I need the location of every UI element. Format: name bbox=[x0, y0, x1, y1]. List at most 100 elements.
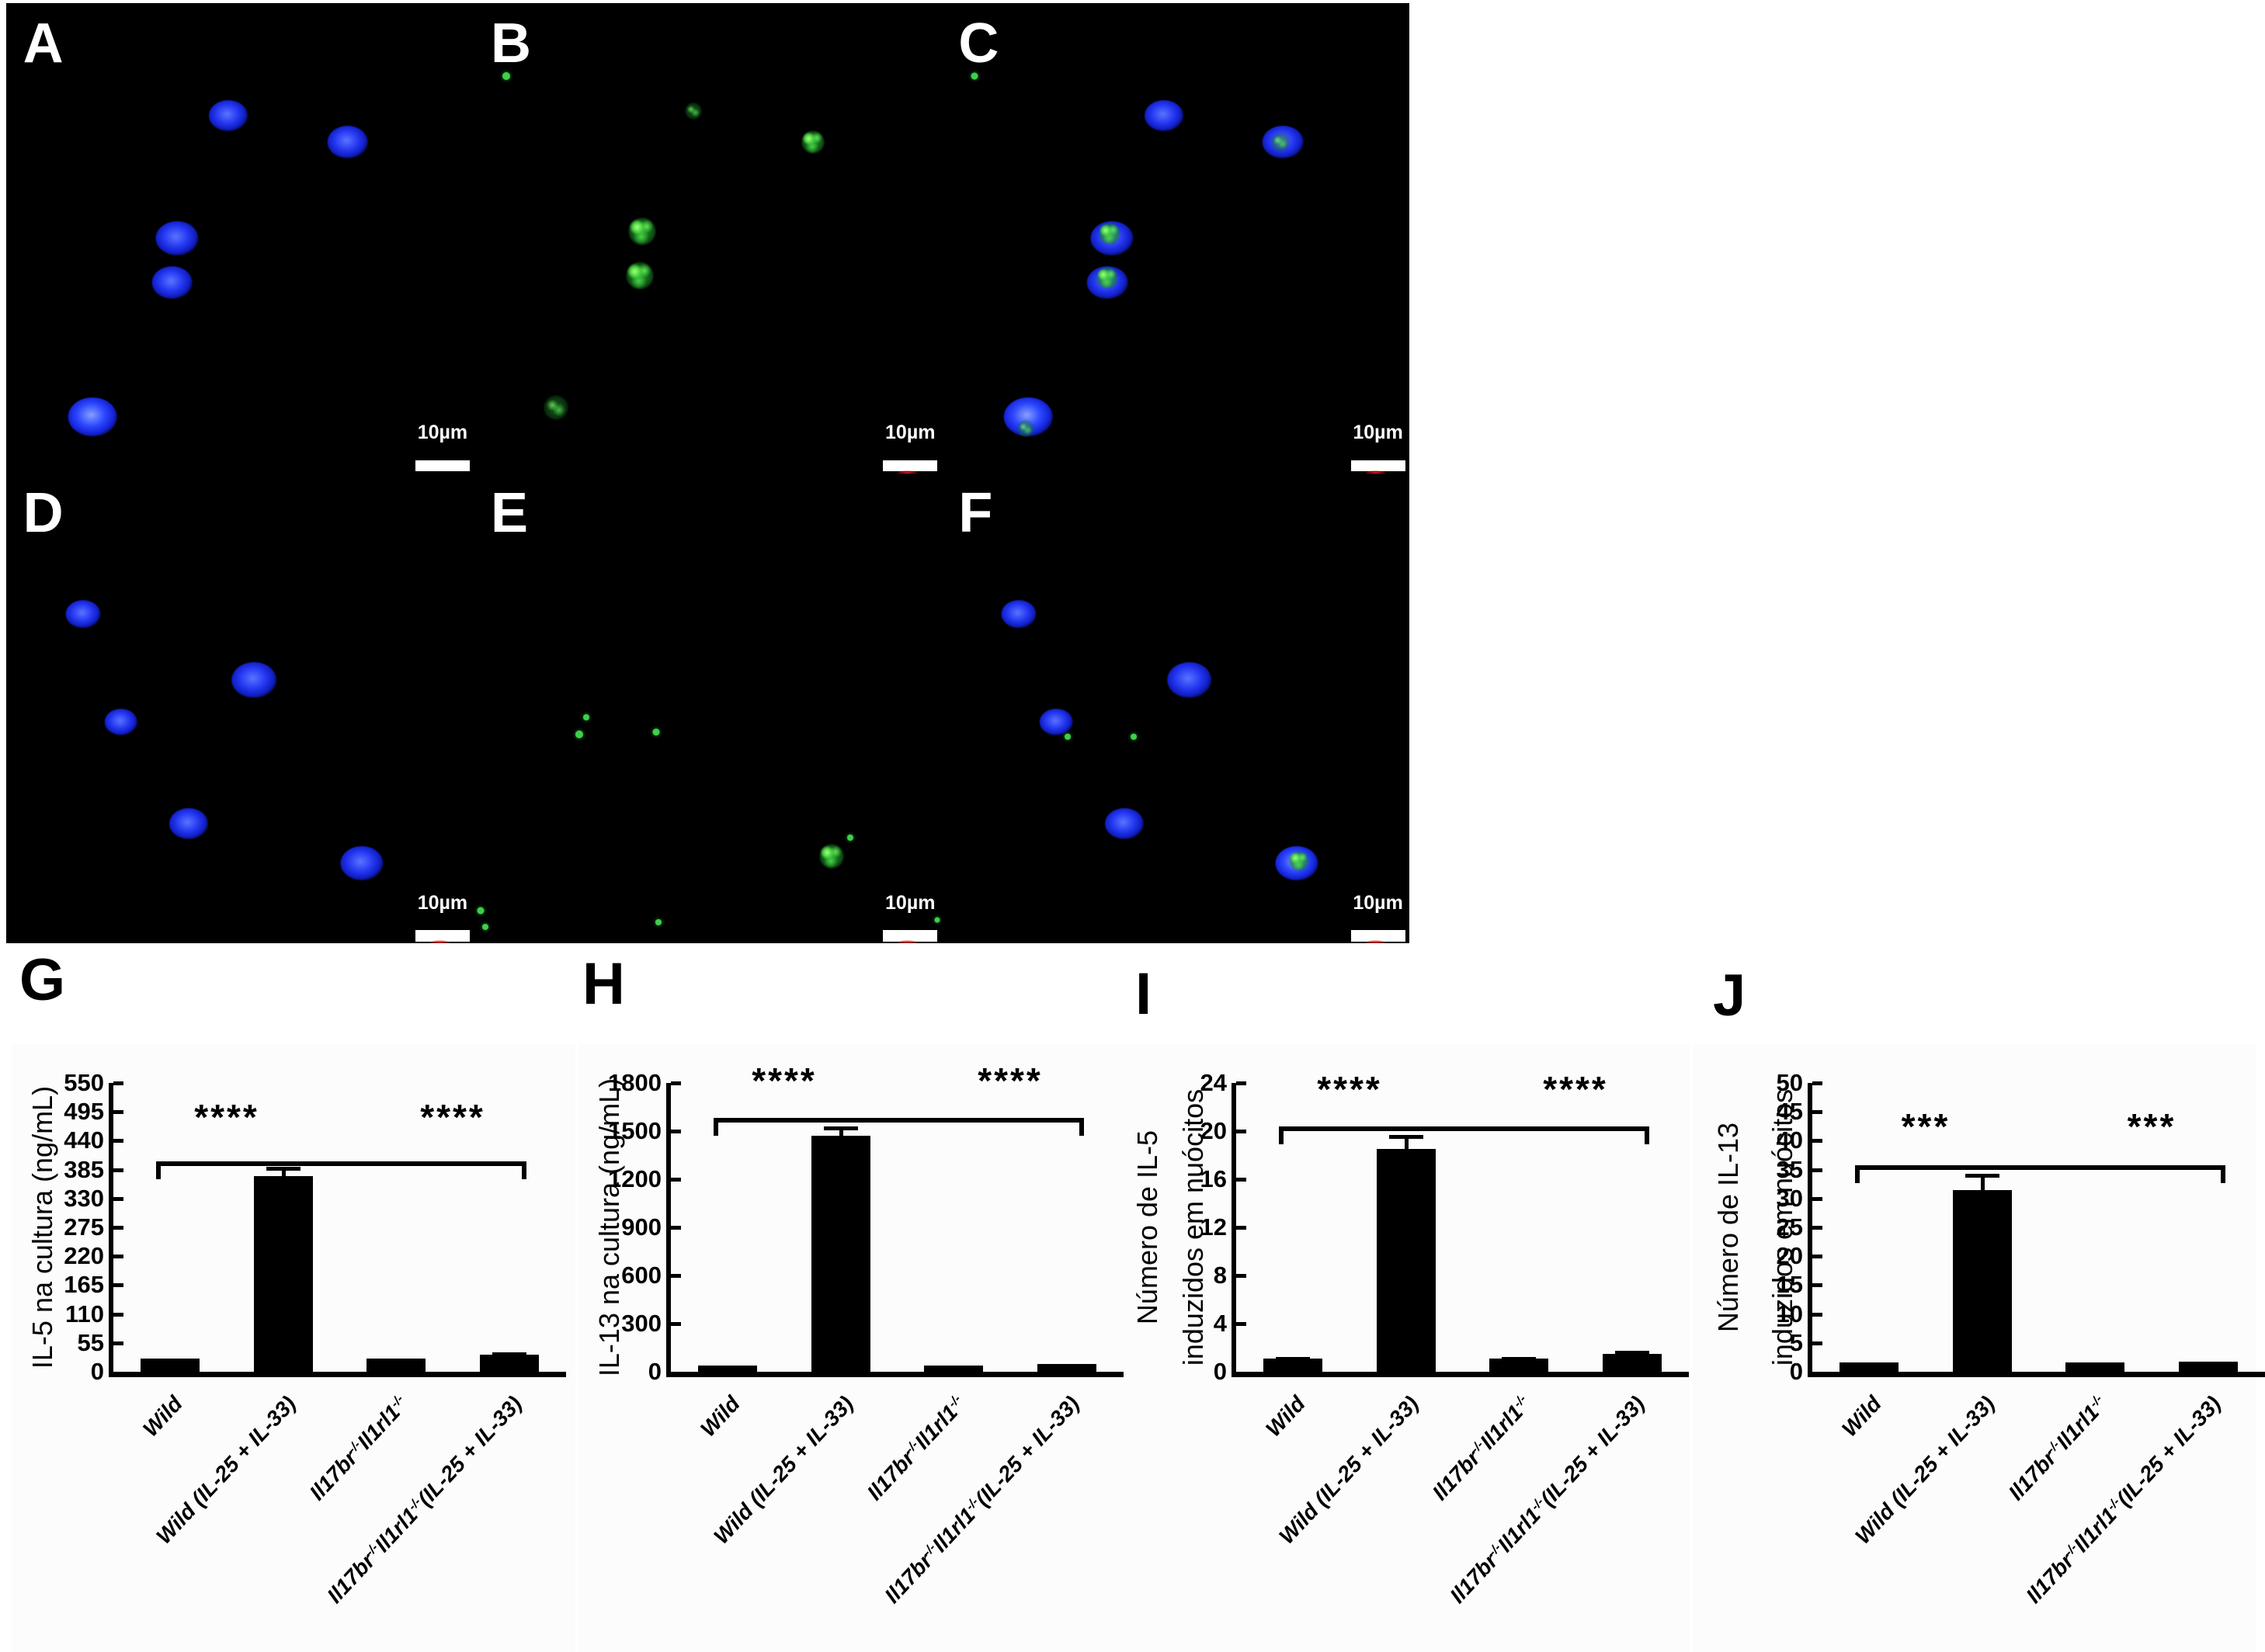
nucleus-blue-blob bbox=[65, 600, 101, 629]
significance-stars-right: *** bbox=[2127, 1105, 2176, 1147]
signal-green-blob bbox=[1289, 851, 1310, 872]
bar bbox=[1489, 1358, 1548, 1372]
signal-green-blob bbox=[1271, 132, 1291, 151]
significance-stars-left: *** bbox=[1901, 1105, 1951, 1147]
scale-bar bbox=[1350, 930, 1405, 942]
chart-panel-letter: G bbox=[19, 947, 66, 1013]
nucleus-blue-blob bbox=[327, 125, 368, 158]
chart-H: H IL-13 na cultura (ng/mL) 0 300 600 900 1200 1… bbox=[578, 951, 1145, 1652]
y-tick-mark bbox=[113, 1081, 123, 1085]
y-tick-mark bbox=[671, 1178, 681, 1182]
y-tick-label: 0 bbox=[90, 1358, 104, 1385]
signal-green-blob bbox=[575, 730, 583, 738]
y-tick-mark bbox=[113, 1110, 123, 1115]
signal-green-blob bbox=[971, 72, 978, 80]
y-tick-label: 4 bbox=[1213, 1310, 1227, 1337]
y-tick-label: 5 bbox=[1789, 1328, 1803, 1356]
signal-green-blob bbox=[1065, 733, 1072, 740]
microscopy-grid: A 10µm B 10µm C 10µm D 10µm E 10µm F 10µm bbox=[6, 3, 1409, 943]
signal-green-blob bbox=[1130, 733, 1137, 740]
bar bbox=[1037, 1363, 1096, 1372]
scale-bar-red-mark bbox=[897, 940, 919, 943]
nucleus-blue-blob bbox=[209, 100, 248, 132]
y-tick-label: 385 bbox=[64, 1155, 104, 1183]
plot-area: 0 300 600 900 1200 1500 1800 **** **** Wild Wild (… bbox=[608, 1061, 1124, 1608]
signal-green-blob bbox=[628, 217, 657, 245]
nucleus-blue-blob bbox=[231, 661, 276, 698]
y-tick-mark bbox=[671, 1274, 681, 1278]
significance-bracket bbox=[1855, 1165, 2225, 1184]
error-bar-stem bbox=[1981, 1173, 1985, 1190]
y-tick-mark bbox=[1812, 1139, 1822, 1144]
y-tick-label: 600 bbox=[621, 1262, 662, 1289]
significance-stars-left: **** bbox=[752, 1060, 817, 1102]
y-tick-mark bbox=[1812, 1168, 1822, 1172]
scale-bar-label: 10µm bbox=[1353, 422, 1403, 444]
scale-bar bbox=[415, 930, 470, 942]
y-tick-mark bbox=[1812, 1196, 1822, 1201]
y-tick-label: 900 bbox=[621, 1213, 662, 1241]
y-tick-mark bbox=[113, 1168, 123, 1172]
nucleus-blue-blob bbox=[1144, 100, 1183, 132]
signal-green-blob bbox=[652, 728, 660, 736]
nucleus-blue-blob bbox=[1039, 709, 1073, 736]
y-tick-label: 330 bbox=[64, 1184, 104, 1212]
significance-stars-right: **** bbox=[1543, 1068, 1608, 1109]
nucleus-blue-blob bbox=[340, 846, 384, 881]
y-tick-label: 24 bbox=[1200, 1069, 1227, 1096]
scale-bar-red-mark bbox=[1364, 470, 1386, 474]
chart-G: G IL-5 na cultura (ng/mL) 0 55 110 165 220 275 3… bbox=[12, 951, 578, 1652]
scale-bar bbox=[1350, 460, 1405, 472]
signal-green-blob bbox=[847, 834, 854, 841]
chart-panel-letter: H bbox=[582, 951, 625, 1017]
significance-stars-right: **** bbox=[420, 1097, 485, 1138]
y-tick-label: 110 bbox=[64, 1300, 104, 1328]
y-tick-label: 30 bbox=[1776, 1184, 1803, 1212]
y-tick-mark bbox=[1812, 1283, 1822, 1288]
y-tick-label: 45 bbox=[1776, 1098, 1803, 1126]
y-tick-label: 275 bbox=[64, 1213, 104, 1241]
panel-letter: F bbox=[958, 482, 993, 545]
panel-letter: E bbox=[490, 482, 529, 545]
scale-bar bbox=[883, 460, 938, 472]
y-tick-mark bbox=[671, 1226, 681, 1230]
y-tick-label: 0 bbox=[648, 1358, 662, 1385]
y-tick-label: 165 bbox=[64, 1271, 104, 1299]
y-tick-mark bbox=[113, 1341, 123, 1345]
y-tick-label: 16 bbox=[1200, 1165, 1227, 1192]
y-tick-label: 35 bbox=[1776, 1155, 1803, 1183]
nucleus-blue-blob bbox=[1104, 807, 1144, 839]
y-tick-mark bbox=[671, 1081, 681, 1085]
chart-I: I Número de IL-5 induzidos em nuócitos 0 4 8 1… bbox=[1126, 951, 1693, 1652]
significance-stars-right: **** bbox=[978, 1060, 1043, 1102]
bar bbox=[1377, 1149, 1436, 1372]
y-tick-label: 0 bbox=[1789, 1358, 1803, 1385]
error-bar-cap bbox=[1276, 1357, 1310, 1362]
y-tick-label: 300 bbox=[621, 1310, 662, 1337]
significance-bracket bbox=[1279, 1126, 1649, 1144]
scale-bar-label: 10µm bbox=[885, 422, 936, 444]
bar bbox=[480, 1354, 539, 1372]
significance-stars-left: **** bbox=[194, 1097, 259, 1138]
micro-panel-A: A 10µm bbox=[6, 3, 474, 474]
y-tick-label: 20 bbox=[1200, 1117, 1227, 1144]
significance-stars-left: **** bbox=[1317, 1068, 1382, 1109]
significance-bracket bbox=[714, 1118, 1084, 1137]
micro-panel-F: F 10µm bbox=[942, 474, 1409, 943]
nucleus-blue-blob bbox=[155, 220, 199, 255]
y-tick-label: 220 bbox=[64, 1242, 104, 1270]
plot-area: 0 5 10 15 20 25 30 35 40 45 50 *** *** Wild Wild (IL-2… bbox=[1777, 1069, 2265, 1608]
error-bar-cap bbox=[1502, 1357, 1536, 1362]
nucleus-blue-blob bbox=[168, 807, 208, 839]
y-tick-label: 550 bbox=[64, 1069, 104, 1096]
error-bar-cap bbox=[824, 1126, 858, 1130]
y-tick-label: 1500 bbox=[608, 1117, 662, 1144]
chart-panel-letter: J bbox=[1713, 963, 1746, 1029]
panel-letter: C bbox=[958, 12, 999, 75]
error-bar-cap bbox=[1389, 1134, 1423, 1139]
y-tick-label: 440 bbox=[64, 1126, 104, 1154]
signal-green-blob bbox=[685, 102, 703, 120]
signal-green-blob bbox=[819, 843, 845, 869]
y-tick-label: 20 bbox=[1776, 1242, 1803, 1270]
panel-letter: B bbox=[490, 12, 531, 75]
